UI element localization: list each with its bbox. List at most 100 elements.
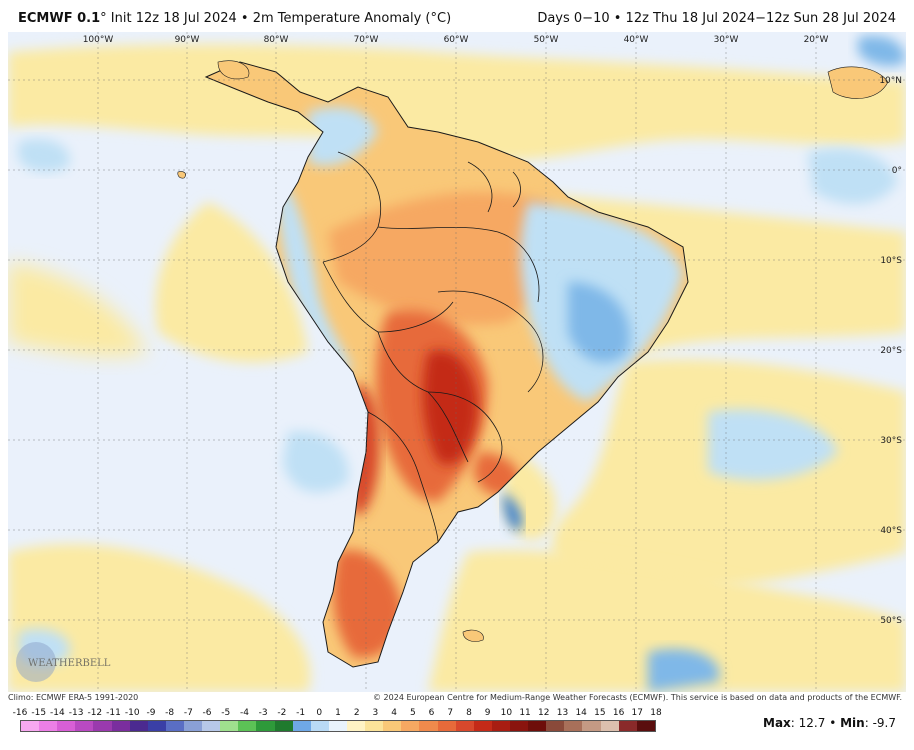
south-america-landmass xyxy=(204,61,689,668)
colorbar-swatch xyxy=(183,721,203,731)
colorbar-swatch xyxy=(509,721,529,731)
colorbar-tick: 14 xyxy=(575,708,587,718)
graticule xyxy=(8,32,906,692)
colorbar-tick: 15 xyxy=(594,708,606,718)
colorbar-swatch xyxy=(491,721,510,731)
copyright-note: © 2024 European Centre for Medium-Range … xyxy=(373,693,902,702)
map-title: ECMWF 0.1° Init 12z 18 Jul 2024 • 2m Tem… xyxy=(18,11,451,26)
colorbar-tick: -4 xyxy=(239,708,249,718)
colorbar-tick: -2 xyxy=(277,708,287,718)
colorbar-tick: 1 xyxy=(335,708,341,718)
lon-label: 70°W xyxy=(354,35,379,45)
lon-label: 20°W xyxy=(804,35,829,45)
colorbar-swatch xyxy=(328,721,347,731)
colorbar-tick: 3 xyxy=(372,708,379,718)
min-value: -9.7 xyxy=(872,716,896,730)
colorbar-tick: -7 xyxy=(183,708,193,718)
lon-label: 50°W xyxy=(534,35,559,45)
colorbar-swatch xyxy=(165,721,184,731)
colorbar-tick: -10 xyxy=(124,708,140,718)
colorbar-swatch xyxy=(57,721,76,731)
colorbar-swatch xyxy=(220,721,239,731)
colorbar-tick: 10 xyxy=(500,708,513,718)
colorbar-tick: 11 xyxy=(519,708,531,718)
colorbar-swatch xyxy=(528,721,547,731)
colorbar-swatch xyxy=(75,721,94,731)
product-name: 2m Temperature Anomaly (°C) xyxy=(252,11,452,26)
colorbar-tick: 12 xyxy=(538,708,550,718)
colorbar-swatch xyxy=(147,721,166,731)
colorbar-swatch xyxy=(455,721,474,731)
temperature-anomaly-map: 100°W 90°W 80°W 70°W 60°W 50°W 40°W 30°W… xyxy=(8,32,906,692)
colorbar-tick: 4 xyxy=(391,708,397,718)
latitude-labels: 10°N 0° 10°S 20°S 30°S 40°S 50°S xyxy=(879,76,902,626)
colorbar-tick: -14 xyxy=(50,708,65,718)
colorbar-swatch xyxy=(600,721,619,731)
longitude-labels: 100°W 90°W 80°W 70°W 60°W 50°W 40°W 30°W… xyxy=(83,35,829,45)
max-label: Max xyxy=(763,716,791,730)
colorbar-swatch xyxy=(129,721,148,731)
colorbar-tick: 18 xyxy=(650,708,662,718)
colorbar-tick: -5 xyxy=(221,708,231,718)
colorbar-tick: 13 xyxy=(556,708,569,718)
colorbar-tick: -6 xyxy=(202,708,212,718)
logo-globe-icon xyxy=(16,642,56,682)
colorbar-tick: 8 xyxy=(466,708,472,718)
colorbar-swatch xyxy=(419,721,438,731)
stats-separator: • xyxy=(829,716,837,730)
climo-note: Climo: ECMWF ERA-5 1991-2020 xyxy=(8,693,139,702)
colorbar-tick: -8 xyxy=(165,708,175,718)
country-borders xyxy=(322,151,544,543)
lon-label: 60°W xyxy=(444,35,469,45)
colorbar-strip xyxy=(20,720,656,732)
degree-mark: ° xyxy=(100,11,107,26)
colorbar-swatch xyxy=(618,721,637,731)
lat-label: 10°S xyxy=(880,256,902,266)
logo-text: WEATHERBELL xyxy=(28,658,111,669)
colorbar-swatch xyxy=(546,721,565,731)
lon-label: 80°W xyxy=(264,35,289,45)
colorbar-tick-labels: -16 -15 -14 -13 -12 -11 -10 -9 -8 -7 -6 -5 -4 -3 -2 -1 0… xyxy=(13,708,662,720)
lat-label: 0° xyxy=(892,166,902,176)
colorbar-swatch xyxy=(39,721,58,731)
colorbar-tick: 5 xyxy=(409,708,416,718)
lon-label: 90°W xyxy=(175,35,200,45)
colorbar-tick: -13 xyxy=(68,708,84,718)
weatherbell-logo: WEATHERBELL xyxy=(16,642,111,682)
init-time: Init 12z 18 Jul 2024 xyxy=(110,11,237,26)
colorbar-tick: -1 xyxy=(296,708,306,718)
colorbar-tick: -16 xyxy=(12,708,28,718)
colorbar-swatch xyxy=(274,721,293,731)
colorbar-swatch xyxy=(383,721,402,731)
colorbar-tick: -15 xyxy=(31,708,47,718)
lat-label: 20°S xyxy=(880,346,902,356)
colorbar-tick: -11 xyxy=(106,708,121,718)
lon-label: 100°W xyxy=(83,35,114,45)
min-label: Min xyxy=(840,716,865,730)
model-name: ECMWF 0.1 xyxy=(18,11,101,26)
colorbar-swatch xyxy=(636,721,655,731)
max-min-stats: Max: 12.7 • Min: -9.7 xyxy=(763,716,896,730)
lat-label: 40°S xyxy=(880,526,902,536)
lat-label: 30°S xyxy=(880,436,902,446)
colorbar-swatch xyxy=(310,721,329,731)
max-value: 12.7 xyxy=(798,716,826,730)
colorbar-tick: -3 xyxy=(258,708,268,718)
colorbar-tick: 9 xyxy=(484,708,491,718)
colorbar-tick: 16 xyxy=(612,708,625,718)
colorbar-tick: 0 xyxy=(316,708,323,718)
colorbar-swatch xyxy=(437,721,456,731)
colorbar-tick: -12 xyxy=(87,708,103,718)
colorbar-swatch xyxy=(93,721,112,731)
lon-label: 30°W xyxy=(714,35,739,45)
colorbar-swatch xyxy=(473,721,492,731)
lon-label: 40°W xyxy=(624,35,649,45)
colorbar-swatch xyxy=(111,721,130,731)
colorbar-swatch xyxy=(346,721,366,731)
colorbar-swatch xyxy=(365,721,384,731)
colorbar-tick: 7 xyxy=(447,708,454,718)
colorbar-tick: -9 xyxy=(146,708,156,718)
map-header: ECMWF 0.1° Init 12z 18 Jul 2024 • 2m Tem… xyxy=(0,0,914,32)
colorbar-swatch xyxy=(21,721,40,731)
colorbar-tick: 2 xyxy=(353,708,360,718)
